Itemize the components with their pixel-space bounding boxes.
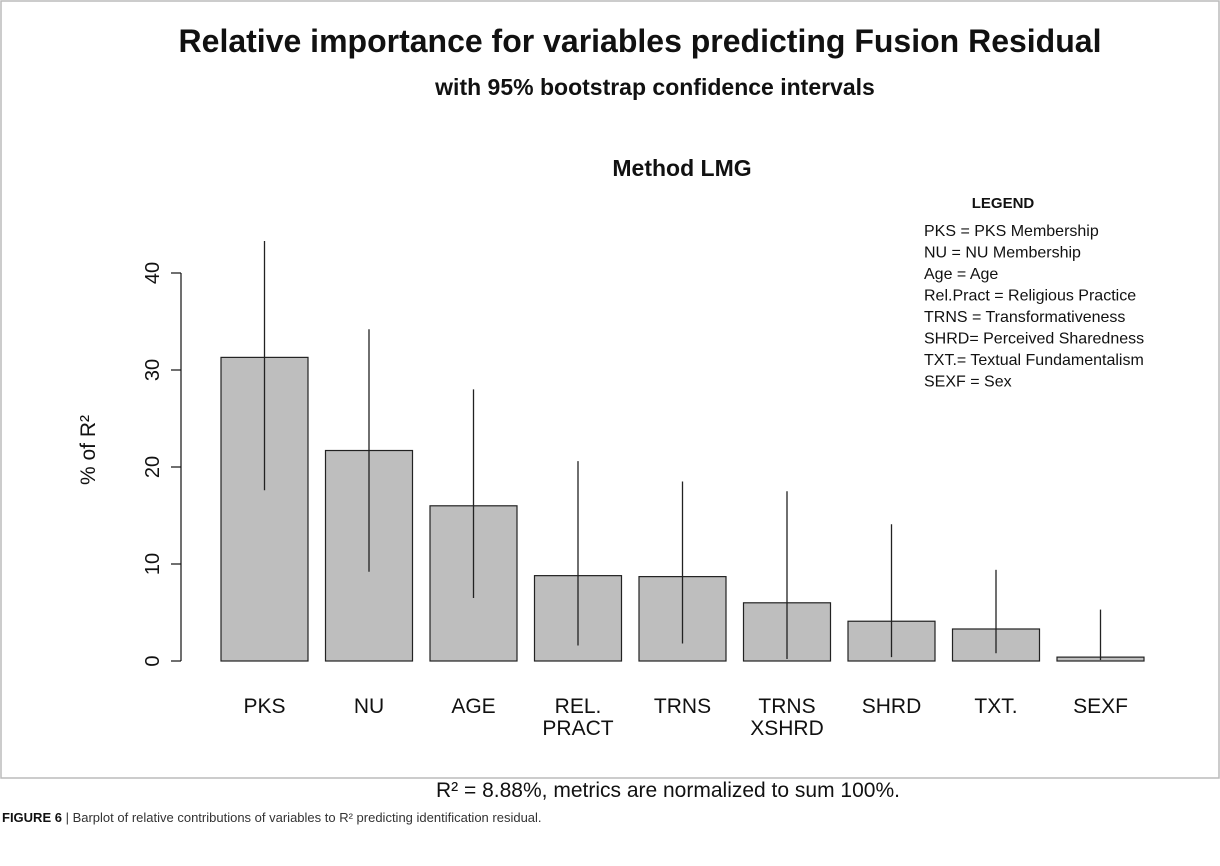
y-tick-label: 10 bbox=[142, 553, 164, 575]
x-tick-label-line: PKS bbox=[243, 695, 285, 718]
x-tick-label: AGE bbox=[451, 695, 495, 718]
x-tick-label-line: REL. bbox=[555, 695, 602, 718]
x-tick-label: SEXF bbox=[1073, 695, 1128, 718]
y-tick-label: 0 bbox=[142, 655, 164, 666]
caption: FIGURE 6 | Barplot of relative contribut… bbox=[2, 810, 542, 825]
legend-entry: PKS = PKS Membership bbox=[924, 223, 1099, 240]
y-tick-label: 20 bbox=[142, 456, 164, 478]
footer-note: R² = 8.88%, metrics are normalized to su… bbox=[436, 779, 900, 802]
legend-entry: SHRD= Perceived Sharedness bbox=[924, 331, 1144, 348]
x-tick-label: NU bbox=[354, 695, 384, 718]
x-tick-label: PKS bbox=[243, 695, 285, 718]
legend-entry: Rel.Pract = Religious Practice bbox=[924, 288, 1136, 305]
x-tick-label-line: XSHRD bbox=[750, 717, 824, 740]
x-tick-label: TXT. bbox=[974, 695, 1017, 718]
x-tick-label-line: TRNS bbox=[654, 695, 711, 718]
chart-title: Relative importance for variables predic… bbox=[179, 23, 1102, 59]
legend-entry: TXT.= Textual Fundamentalism bbox=[924, 352, 1144, 369]
legend-title: LEGEND bbox=[972, 195, 1035, 212]
x-tick-label: SHRD bbox=[862, 695, 922, 718]
y-tick-label: 40 bbox=[142, 262, 164, 284]
x-tick-label: REL. PRACT bbox=[542, 695, 613, 740]
caption-label: FIGURE 6 bbox=[2, 810, 62, 825]
caption-text: | Barplot of relative contributions of v… bbox=[62, 810, 542, 825]
x-tick-label-line: SHRD bbox=[862, 695, 922, 718]
chart-subtitle: with 95% bootstrap confidence intervals bbox=[434, 74, 875, 100]
x-tick-label-line: AGE bbox=[451, 695, 495, 718]
legend-entry: SEXF = Sex bbox=[924, 374, 1012, 391]
y-axis-label: % of R² bbox=[77, 415, 100, 485]
y-tick-label: 30 bbox=[142, 359, 164, 381]
x-tick-label-line: TXT. bbox=[974, 695, 1017, 718]
legend-entry: TRNS = Transformativeness bbox=[924, 309, 1125, 326]
x-tick-label: TRNS XSHRD bbox=[750, 695, 824, 740]
plot-title: Method LMG bbox=[612, 155, 751, 181]
x-tick-label-line: NU bbox=[354, 695, 384, 718]
x-tick-label-line: SEXF bbox=[1073, 695, 1128, 718]
x-tick-label-line: PRACT bbox=[542, 717, 613, 740]
legend-entry: NU = NU Membership bbox=[924, 245, 1081, 262]
x-tick-label-line: TRNS bbox=[758, 695, 815, 718]
legend-entry: Age = Age bbox=[924, 266, 998, 283]
x-tick-label: TRNS bbox=[654, 695, 711, 718]
